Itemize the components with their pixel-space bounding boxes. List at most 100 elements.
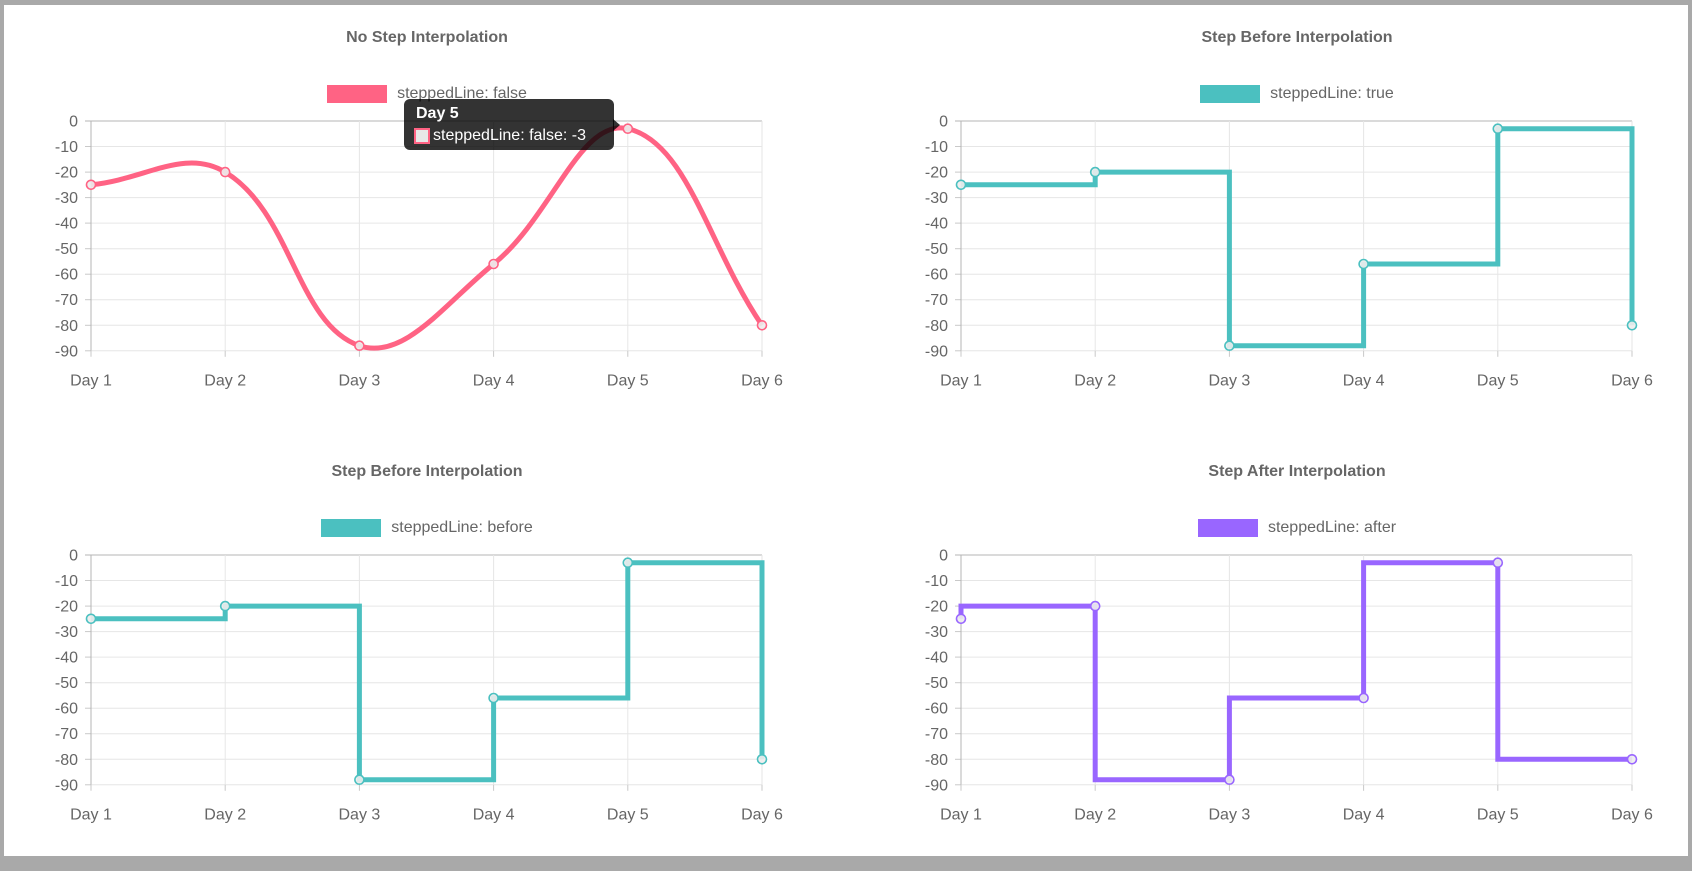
chart-header-step-true: Step Before Interpolation steppedLine: t… <box>897 27 1692 107</box>
data-point[interactable] <box>1626 753 1638 765</box>
chart-plot-0[interactable]: 0 -10 -20 -30 -40 -50 -60 -70 -80 -90 Day 1 Day 2 Da… <box>55 114 783 390</box>
legend-swatch <box>321 519 382 537</box>
y-tick-label: -20 <box>55 599 78 616</box>
y-tick-label: -80 <box>55 752 78 769</box>
legend-label: steppedLine: false <box>397 85 527 102</box>
y-tick-label: -70 <box>925 292 948 309</box>
legend-swatch <box>1197 519 1258 537</box>
x-tick-label: Day 2 <box>1074 372 1116 389</box>
data-points[interactable] <box>85 123 768 352</box>
x-tick-label: Day 4 <box>1343 806 1385 823</box>
data-line <box>90 125 765 351</box>
chart-header-no-step: No Step Interpolation steppedLine: false <box>27 27 827 107</box>
data-points[interactable] <box>955 557 1638 786</box>
data-point[interactable] <box>1492 557 1504 569</box>
tooltip: Day 5 steppedLine: false: -3 <box>404 99 620 150</box>
y-tick-label: -90 <box>55 343 78 360</box>
data-point[interactable] <box>955 613 967 625</box>
data-point[interactable] <box>219 600 231 612</box>
y-tick-label: -90 <box>925 343 948 360</box>
y-tick-label: 0 <box>69 114 78 131</box>
tooltip-color-box <box>414 128 430 144</box>
data-point[interactable] <box>354 774 365 786</box>
x-tick-label: Day 3 <box>1209 806 1251 823</box>
y-tick-label: -80 <box>925 752 948 769</box>
legend-label: steppedLine: true <box>1270 85 1394 102</box>
data-point[interactable] <box>756 753 768 765</box>
y-tick-label: -60 <box>55 701 78 718</box>
data-point[interactable] <box>85 179 97 191</box>
legend-item[interactable]: steppedLine: after <box>897 519 1692 537</box>
y-tick-label: -30 <box>55 624 78 641</box>
data-point[interactable] <box>1224 340 1235 352</box>
data-point[interactable] <box>1358 692 1369 704</box>
x-tick-label: Day 4 <box>473 372 515 389</box>
chart-title: No Step Interpolation <box>346 29 508 46</box>
y-tick-label: -70 <box>55 726 78 743</box>
y-tick-label: 0 <box>69 548 78 565</box>
y-tick-label: -20 <box>55 165 78 182</box>
legend-item[interactable]: steppedLine: before <box>27 519 827 537</box>
legend-label: steppedLine: before <box>391 519 533 536</box>
y-tick-label: -20 <box>925 165 948 182</box>
y-tick-label: -70 <box>925 726 948 743</box>
y-tick-label: -10 <box>55 139 78 156</box>
data-point[interactable] <box>1626 319 1638 331</box>
x-tick-label: Day 4 <box>1343 372 1385 389</box>
legend-item[interactable]: steppedLine: true <box>897 85 1692 103</box>
x-tick-label: Day 1 <box>70 806 112 823</box>
legend-item[interactable]: steppedLine: false <box>27 85 827 103</box>
y-tick-label: -10 <box>55 573 78 590</box>
y-tick-label: -10 <box>925 139 948 156</box>
data-points[interactable] <box>955 123 1638 352</box>
y-tick-label: -40 <box>925 216 948 233</box>
y-tick-label: -70 <box>55 292 78 309</box>
legend-swatch <box>327 85 388 103</box>
data-point[interactable] <box>1358 258 1369 270</box>
data-point[interactable] <box>756 319 768 331</box>
x-tick-label: Day 3 <box>339 806 381 823</box>
x-tick-label: Day 6 <box>1611 806 1653 823</box>
legend-swatch <box>1200 85 1261 103</box>
data-point[interactable] <box>1089 600 1101 612</box>
data-point[interactable] <box>955 179 967 191</box>
data-point[interactable] <box>488 692 499 704</box>
chart-title: Step After Interpolation <box>1208 463 1386 480</box>
y-tick-label: -30 <box>925 624 948 641</box>
x-tick-label: Day 2 <box>204 372 246 389</box>
x-tick-label: Day 1 <box>70 372 112 389</box>
x-tick-label: Day 5 <box>1477 372 1519 389</box>
chart-plot-3[interactable]: 0 -10 -20 -30 -40 -50 -60 -70 -80 -90 Day 1 Day 2 Da… <box>925 548 1653 824</box>
y-tick-label: -50 <box>55 241 78 258</box>
data-point[interactable] <box>488 258 499 270</box>
x-tick-label: Day 5 <box>607 372 649 389</box>
data-point[interactable] <box>622 123 634 134</box>
tooltip-title: Day 5 <box>416 105 459 122</box>
y-tick-label: 0 <box>939 114 948 131</box>
y-tick-label: -10 <box>925 573 948 590</box>
data-point[interactable] <box>354 340 365 352</box>
y-tick-label: -90 <box>55 777 78 794</box>
y-tick-label: -40 <box>55 216 78 233</box>
data-point[interactable] <box>1089 166 1101 178</box>
tooltip-body: steppedLine: false: -3 <box>404 124 614 146</box>
chart-plot-2[interactable]: 0 -10 -20 -30 -40 -50 -60 -70 -80 -90 Day 1 Day 2 Da… <box>55 548 783 824</box>
y-tick-label: -90 <box>925 777 948 794</box>
data-point[interactable] <box>85 613 97 625</box>
x-tick-label: Day 4 <box>473 806 515 823</box>
x-tick-label: Day 1 <box>940 806 982 823</box>
data-point[interactable] <box>1224 774 1235 786</box>
y-tick-label: -60 <box>925 267 948 284</box>
data-point[interactable] <box>1492 123 1504 134</box>
data-point[interactable] <box>622 557 634 569</box>
x-tick-label: Day 6 <box>1611 372 1653 389</box>
y-tick-label: -40 <box>55 650 78 667</box>
y-tick-label: -50 <box>925 241 948 258</box>
data-points[interactable] <box>85 557 768 786</box>
chart-plot-1[interactable]: 0 -10 -20 -30 -40 -50 -60 -70 -80 -90 Day 1 Day 2 Da… <box>925 114 1653 390</box>
y-tick-label: -80 <box>925 318 948 335</box>
y-tick-label: -60 <box>55 267 78 284</box>
data-line <box>958 560 1632 783</box>
data-point[interactable] <box>219 166 231 178</box>
